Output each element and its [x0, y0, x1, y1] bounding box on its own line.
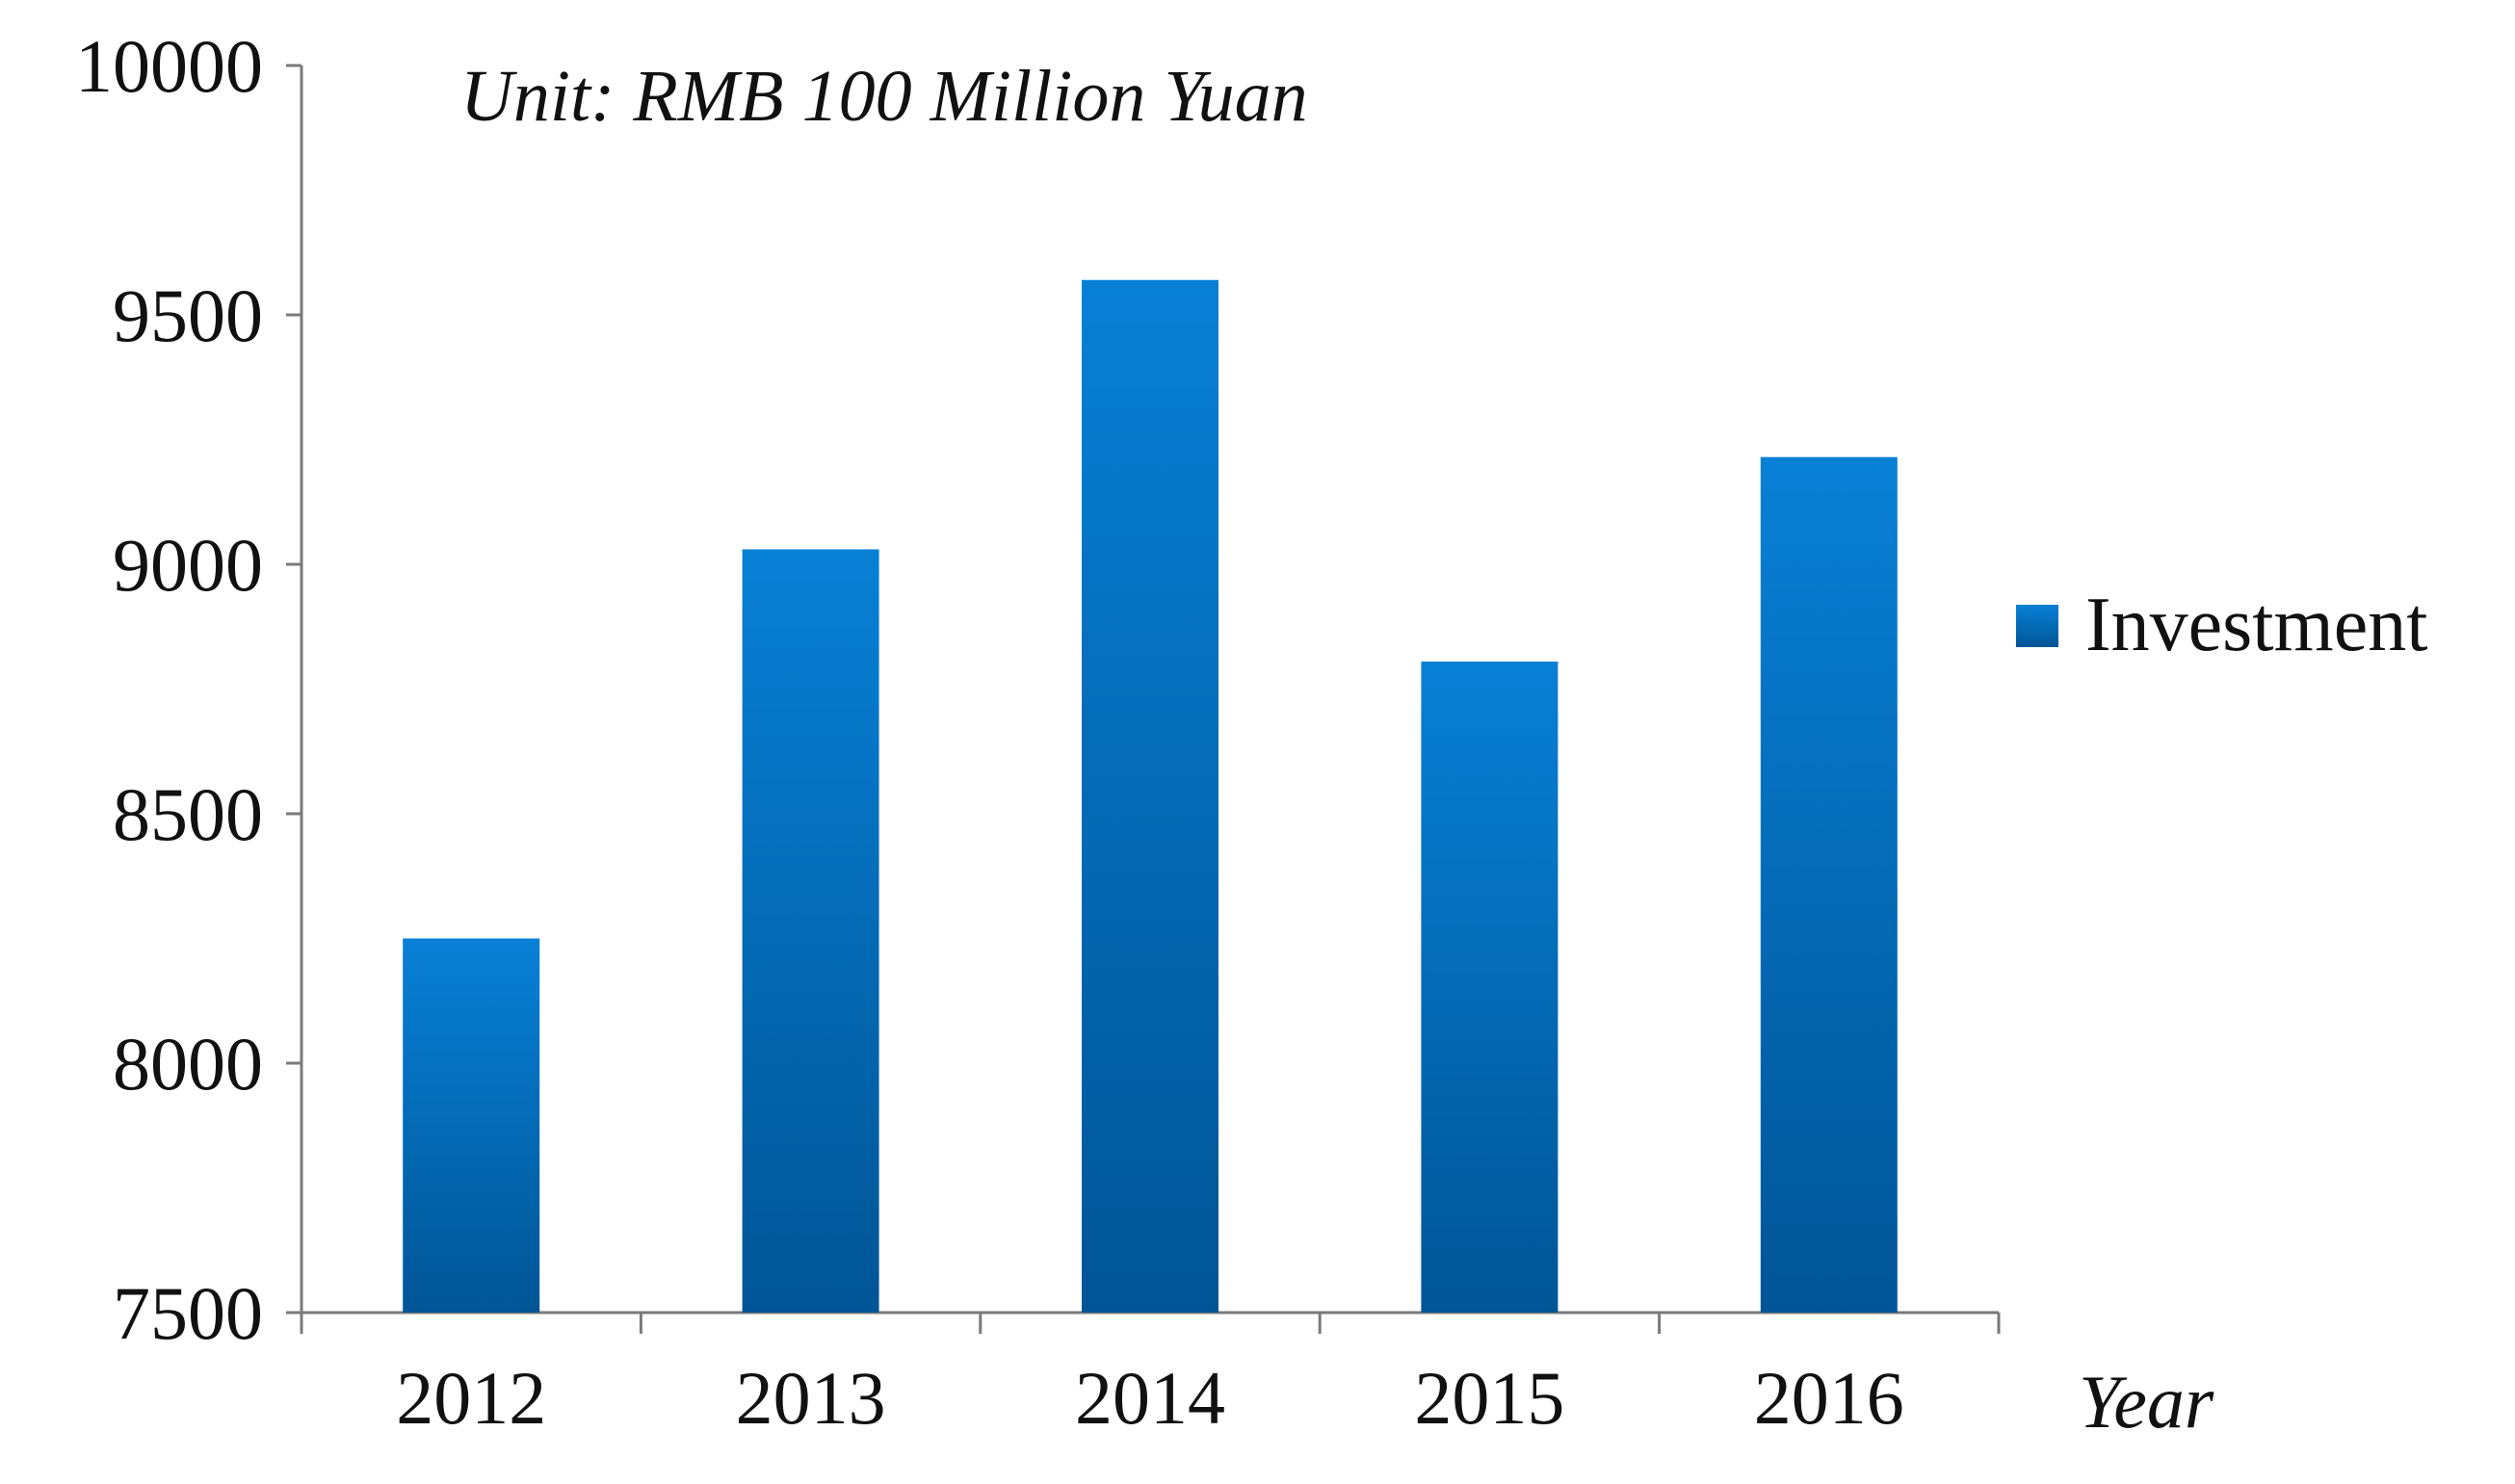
y-tick-labels: 7500 8000 8500 9000 9500 10000 [75, 24, 263, 1355]
bar-2014 [1082, 279, 1218, 1313]
y-tick-label: 9500 [113, 273, 263, 357]
bar-2012 [403, 938, 540, 1313]
y-tick-label: 8000 [113, 1022, 263, 1106]
y-tick-label: 8500 [113, 772, 263, 856]
y-tick-label: 7500 [113, 1271, 263, 1355]
bars [403, 279, 1898, 1313]
bar-2015 [1421, 662, 1559, 1313]
unit-note: Unit: RMB 100 Million Yuan [460, 56, 1308, 137]
y-tick-label: 9000 [113, 523, 263, 607]
x-tick-label-2013: 2013 [736, 1356, 886, 1440]
legend-label-investment: Investment [2085, 583, 2427, 667]
legend: Investment [2016, 583, 2427, 667]
axes [286, 64, 2001, 1334]
x-axis-title: Year [2079, 1360, 2214, 1444]
bar-2016 [1760, 456, 1898, 1313]
x-tick-label-2016: 2016 [1754, 1356, 1904, 1440]
x-tick-label-2012: 2012 [396, 1356, 546, 1440]
x-tick-label-2015: 2015 [1414, 1356, 1564, 1440]
bar-2013 [742, 549, 879, 1313]
legend-swatch-investment [2016, 605, 2058, 647]
x-tick-labels: 2012 2013 2014 2015 2016 [396, 1356, 1904, 1440]
x-tick-label-2014: 2014 [1075, 1356, 1225, 1440]
y-tick-label: 10000 [75, 24, 263, 108]
